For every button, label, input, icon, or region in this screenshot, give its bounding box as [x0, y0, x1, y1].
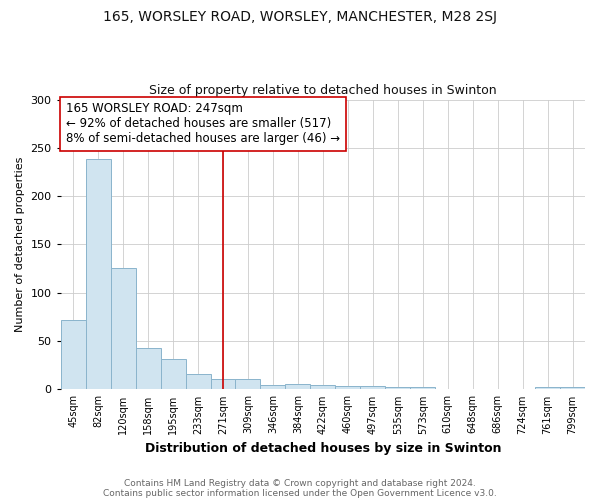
Title: Size of property relative to detached houses in Swinton: Size of property relative to detached ho…	[149, 84, 497, 97]
Bar	[286, 384, 310, 390]
Bar	[535, 388, 560, 390]
Bar	[361, 386, 385, 390]
Bar	[61, 320, 86, 390]
Text: Contains public sector information licensed under the Open Government Licence v3: Contains public sector information licen…	[103, 488, 497, 498]
Text: Contains HM Land Registry data © Crown copyright and database right 2024.: Contains HM Land Registry data © Crown c…	[124, 478, 476, 488]
Bar	[560, 388, 585, 390]
Bar	[385, 386, 410, 390]
Bar	[260, 384, 286, 390]
Bar	[235, 379, 260, 390]
Bar	[161, 358, 185, 390]
Text: 165, WORSLEY ROAD, WORSLEY, MANCHESTER, M28 2SJ: 165, WORSLEY ROAD, WORSLEY, MANCHESTER, …	[103, 10, 497, 24]
Text: 165 WORSLEY ROAD: 247sqm
← 92% of detached houses are smaller (517)
8% of semi-d: 165 WORSLEY ROAD: 247sqm ← 92% of detach…	[66, 102, 340, 146]
Bar	[310, 384, 335, 390]
Bar	[185, 374, 211, 390]
Bar	[410, 388, 435, 390]
Bar	[86, 160, 110, 390]
Bar	[335, 386, 361, 390]
Y-axis label: Number of detached properties: Number of detached properties	[15, 157, 25, 332]
Bar	[110, 268, 136, 390]
Bar	[211, 379, 235, 390]
Bar	[136, 348, 161, 390]
X-axis label: Distribution of detached houses by size in Swinton: Distribution of detached houses by size …	[145, 442, 501, 455]
